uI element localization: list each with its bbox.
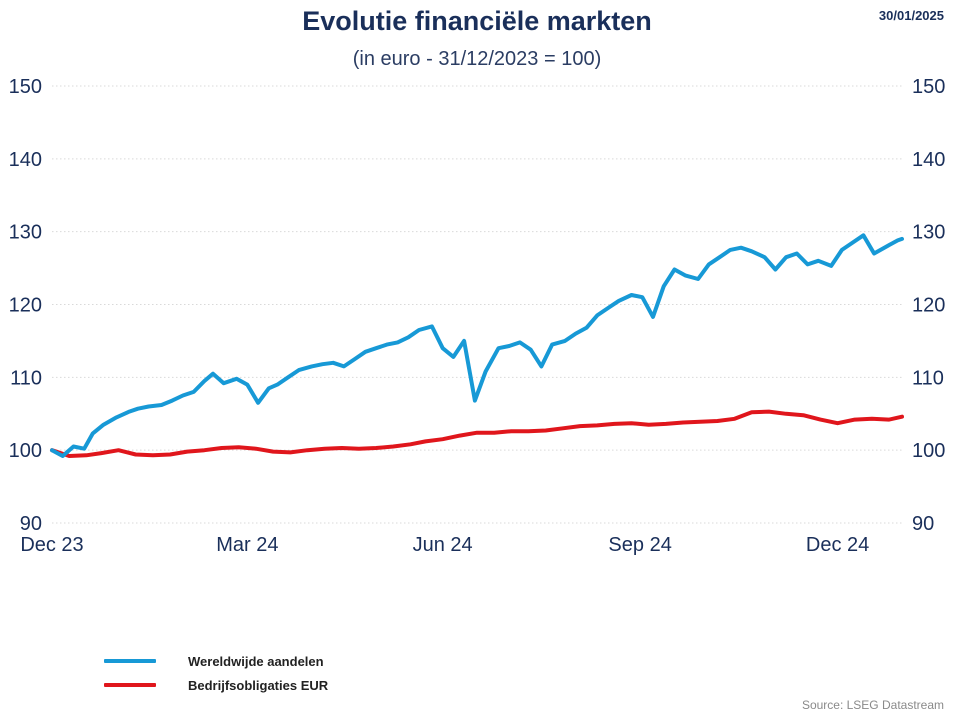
chart-title: Evolutie financiële markten — [302, 6, 652, 36]
y-tick-right-110: 110 — [912, 367, 944, 389]
series-line-0 — [50, 233, 904, 458]
y-tick-left-90: 90 — [20, 513, 42, 535]
y-tick-left-120: 120 — [9, 295, 42, 317]
legend-item-equities: Wereldwijde aandelen — [104, 651, 324, 671]
source-note: Source: LSEG Datastream — [801, 698, 944, 712]
series-line-1 — [50, 409, 904, 458]
y-tick-right-90: 90 — [912, 513, 934, 535]
report-date: 30/01/2025 — [878, 8, 944, 23]
legend-swatch-equities — [104, 659, 156, 663]
legend-item-bonds: Bedrijfsobligaties EUR — [104, 675, 328, 695]
chart-subtitle: (in euro - 31/12/2023 = 100) — [352, 48, 602, 70]
legend-label-bonds: Bedrijfsobligaties EUR — [188, 677, 329, 693]
legend-label-equities: Wereldwijde aandelen — [188, 653, 324, 669]
y-tick-left-140: 140 — [9, 149, 42, 171]
y-tick-left-130: 130 — [9, 222, 42, 244]
y-tick-right-140: 140 — [912, 149, 945, 171]
x-tick-1: Mar 24 — [216, 534, 278, 556]
y-tick-right-120: 120 — [912, 295, 945, 317]
y-tick-left-100: 100 — [9, 440, 42, 462]
x-tick-0: Dec 23 — [20, 534, 83, 556]
y-tick-right-130: 130 — [912, 222, 945, 244]
y-tick-left-150: 150 — [9, 76, 42, 98]
y-tick-right-150: 150 — [912, 76, 945, 98]
y-tick-right-100: 100 — [912, 440, 945, 462]
x-tick-3: Sep 24 — [608, 534, 671, 556]
legend-swatch-bonds — [104, 683, 156, 687]
x-tick-4: Dec 24 — [806, 534, 869, 556]
x-tick-2: Jun 24 — [413, 534, 473, 556]
y-tick-left-110: 110 — [10, 367, 42, 389]
